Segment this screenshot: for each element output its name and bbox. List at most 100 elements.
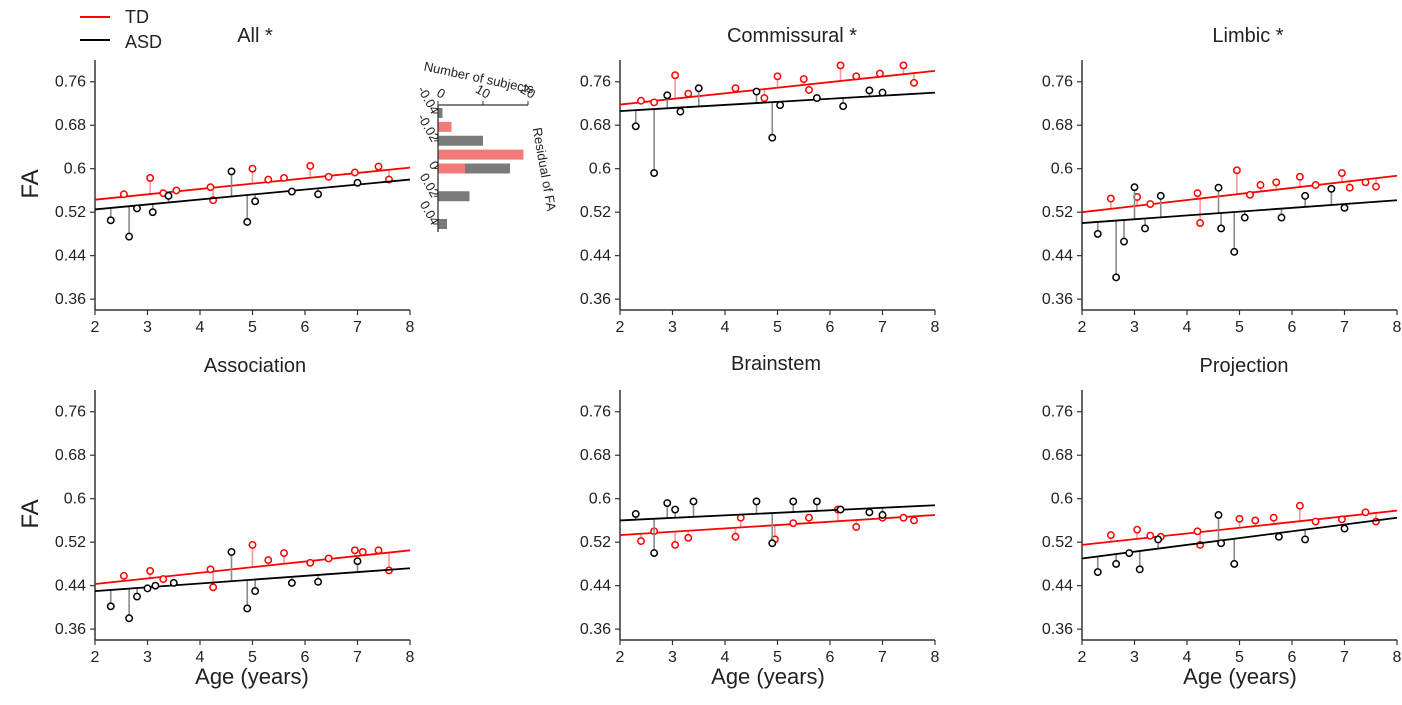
data-point-td <box>306 558 315 567</box>
panel-4: Association 2 3 4 5 6 7 8 0.36 0.44 0.52 0.6 0.68 0.7… <box>55 355 415 666</box>
data-point-asd <box>1125 549 1134 557</box>
y-tick-label: 0.68 <box>1042 117 1073 134</box>
x-axis-label-col1: Age (years) <box>195 664 309 689</box>
x-tick-label: 3 <box>1130 649 1139 666</box>
data-point-asd <box>133 592 141 601</box>
data-point-td <box>1133 525 1142 534</box>
data-point-td <box>206 183 215 192</box>
data-point-td <box>146 567 155 575</box>
data-point-td <box>209 583 218 592</box>
fit-line-asd <box>1081 199 1398 224</box>
data-point-asd <box>1217 224 1226 233</box>
data-point-asd <box>1135 565 1144 574</box>
data-point-asd <box>125 232 134 241</box>
inset-bar-asd <box>438 135 483 146</box>
data-point-asd <box>314 190 323 199</box>
data-point-td <box>1272 178 1281 187</box>
y-tick-label: 0.44 <box>580 248 611 265</box>
data-point-asd <box>768 133 777 142</box>
y-tick-label: 0.76 <box>580 404 611 421</box>
y-tick-label: 0.68 <box>580 117 611 134</box>
series-td <box>1081 166 1398 227</box>
series-asd <box>1081 511 1398 577</box>
y-tick-label: 0.52 <box>1042 204 1073 221</box>
data-point-td <box>1269 513 1278 522</box>
data-point-td <box>1337 169 1346 177</box>
data-point-asd <box>1214 183 1223 192</box>
panel-title: Limbic * <box>1212 25 1283 47</box>
y-tick-label: 0.6 <box>1051 161 1073 178</box>
data-point-td <box>789 519 798 528</box>
data-point-td <box>671 540 680 549</box>
y-tick-label: 0.52 <box>1042 534 1073 551</box>
data-point-asd <box>1120 237 1128 246</box>
inset-x-tick-label: 10 <box>473 81 493 101</box>
x-tick-label: 2 <box>616 649 625 666</box>
data-point-asd <box>314 577 323 586</box>
x-tick-label: 5 <box>1235 319 1244 336</box>
x-axis-label-col2: Age (years) <box>711 664 825 689</box>
series-asd <box>619 84 936 177</box>
x-tick-label: 4 <box>196 649 205 666</box>
data-point-td <box>1372 182 1380 191</box>
data-point-asd <box>878 511 887 519</box>
series-asd <box>619 497 936 557</box>
data-point-asd <box>1156 191 1165 200</box>
data-point-td <box>1193 527 1202 536</box>
data-point-td <box>899 61 908 70</box>
data-point-asd <box>353 178 362 187</box>
inset-x-tick-label: 20 <box>518 81 538 101</box>
x-tick-label: 4 <box>1183 319 1192 336</box>
data-point-td <box>637 537 645 546</box>
data-point-asd <box>251 197 260 206</box>
data-point-asd <box>1093 568 1102 577</box>
y-tick-label: 0.68 <box>1042 447 1073 464</box>
data-point-td <box>280 173 288 182</box>
x-tick-label: 2 <box>1078 649 1087 666</box>
y-tick-label: 0.68 <box>55 447 86 464</box>
x-tick-label: 3 <box>668 319 677 336</box>
data-point-asd <box>1141 224 1149 233</box>
data-point-asd <box>227 548 236 556</box>
data-point-asd <box>151 581 160 590</box>
data-point-asd <box>1277 213 1286 222</box>
data-point-td <box>1106 531 1115 540</box>
data-point-td <box>159 575 168 584</box>
data-point-td <box>1251 516 1260 525</box>
x-tick-label: 4 <box>1183 649 1192 666</box>
data-point-asd <box>1154 535 1163 544</box>
x-tick-label: 6 <box>301 649 310 666</box>
data-point-asd <box>106 216 115 225</box>
data-point-asd <box>694 84 703 93</box>
x-tick-label: 7 <box>1340 319 1349 336</box>
data-point-td <box>684 533 693 542</box>
legend-asd-label: ASD <box>125 32 162 52</box>
data-point-td <box>358 548 367 556</box>
data-point-td <box>306 162 315 170</box>
data-point-td <box>1361 508 1370 517</box>
data-point-td <box>324 172 333 181</box>
data-point-asd <box>878 88 887 97</box>
fit-line-td <box>94 549 411 585</box>
x-tick-label: 8 <box>1393 319 1402 336</box>
y-tick-label: 0.44 <box>55 578 86 595</box>
data-point-td <box>773 72 782 81</box>
x-tick-label: 8 <box>406 319 415 336</box>
data-point-asd <box>789 497 798 506</box>
data-point-asd <box>1093 229 1102 238</box>
y-tick-label: 0.76 <box>1042 404 1073 421</box>
x-tick-label: 6 <box>1288 649 1297 666</box>
y-tick-label: 0.52 <box>580 204 611 221</box>
data-point-asd <box>676 107 685 116</box>
y-tick-label: 0.76 <box>55 404 86 421</box>
data-point-td <box>1246 190 1254 199</box>
panel-6: Projection 2 3 4 5 6 7 8 0.36 0.44 0.52 0.6 0.68 0.76 <box>1042 355 1402 666</box>
data-point-td <box>1361 178 1370 187</box>
data-point-td <box>280 549 288 557</box>
data-point-td <box>324 554 333 563</box>
x-tick-label: 5 <box>773 649 782 666</box>
data-point-td <box>637 96 645 105</box>
panel-title: Brainstem <box>731 353 821 375</box>
fit-line-asd <box>1081 516 1398 560</box>
data-point-td <box>852 72 861 81</box>
